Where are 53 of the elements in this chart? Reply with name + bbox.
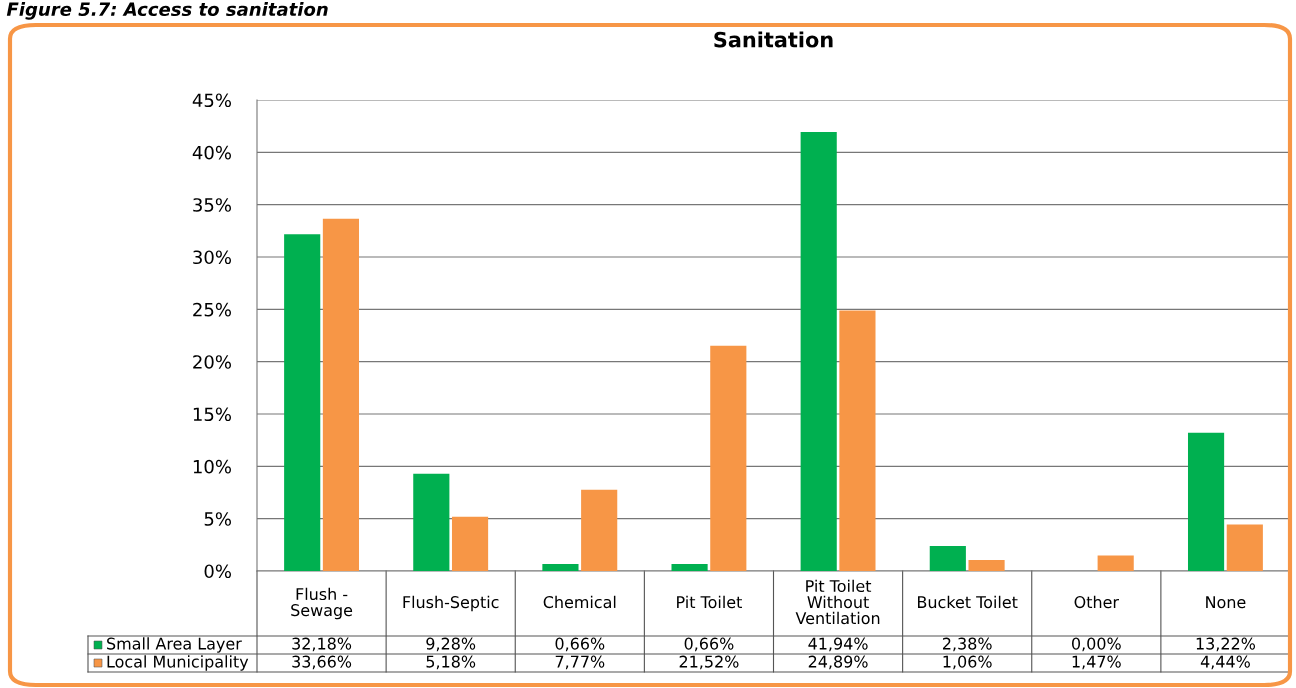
y-tick-label: 5% <box>204 512 231 526</box>
bar <box>839 310 876 571</box>
bar <box>1226 524 1263 571</box>
y-tick-label: 10% <box>193 459 231 474</box>
bar <box>322 218 360 571</box>
y-tick-label: 45% <box>192 93 231 108</box>
data-label: 33,66% <box>292 655 352 670</box>
data-label: 41,94% <box>808 637 868 652</box>
y-tick-label: 25% <box>193 302 231 317</box>
data-label: 0,66% <box>555 637 605 652</box>
data-label: 4,44% <box>1200 655 1250 670</box>
bar <box>800 132 837 571</box>
data-label: 2,38% <box>942 637 992 652</box>
bar <box>968 559 1005 571</box>
bar <box>413 473 450 571</box>
legend-label: Local Municipality <box>107 655 249 671</box>
bar <box>671 564 708 571</box>
bar <box>1187 432 1225 571</box>
data-label: 7,77% <box>555 655 605 670</box>
data-label: 5,18% <box>426 655 476 670</box>
y-tick-label: 0% <box>204 564 231 579</box>
y-tick-label: 20% <box>193 355 231 369</box>
x-tick-label: Bucket Toilet <box>918 595 1018 609</box>
chart-title: Sanitation <box>714 31 833 48</box>
y-tick-label: 30% <box>193 250 231 265</box>
data-label: 24,89% <box>808 655 868 670</box>
x-tick-label: Flush-Septic <box>403 595 499 612</box>
data-label: 0,66% <box>684 637 734 652</box>
x-tick-label: None <box>1206 596 1246 609</box>
data-label: 9,28% <box>426 637 476 652</box>
y-tick-label: 40% <box>192 145 231 160</box>
x-tick-label: Other <box>1074 595 1119 609</box>
x-tick-label: Flush - Sewage <box>291 587 353 620</box>
y-tick-label: 15% <box>193 407 231 422</box>
x-tick-label: Pit Toilet Without Ventilation <box>795 579 880 625</box>
data-label: 32,18% <box>292 637 352 652</box>
x-tick-label: Chemical <box>543 595 616 609</box>
bar <box>542 564 579 571</box>
bar <box>1097 555 1134 571</box>
data-label: 0,00% <box>1072 637 1121 652</box>
data-label: 13,22% <box>1196 637 1256 652</box>
bar <box>581 489 618 571</box>
bar <box>710 345 747 571</box>
bar <box>284 234 321 571</box>
data-label: 1,47% <box>1072 655 1121 670</box>
bar <box>929 546 966 571</box>
data-label: 21,52% <box>679 655 739 670</box>
y-tick-label: 35% <box>193 198 231 212</box>
data-label: 1,06% <box>943 655 992 670</box>
x-tick-label: Pit Toilet <box>677 595 742 609</box>
bar <box>451 516 489 571</box>
caption: Figure 5.7: Access to sanitation <box>6 2 328 20</box>
legend-label: Small Area Layer <box>107 637 242 653</box>
